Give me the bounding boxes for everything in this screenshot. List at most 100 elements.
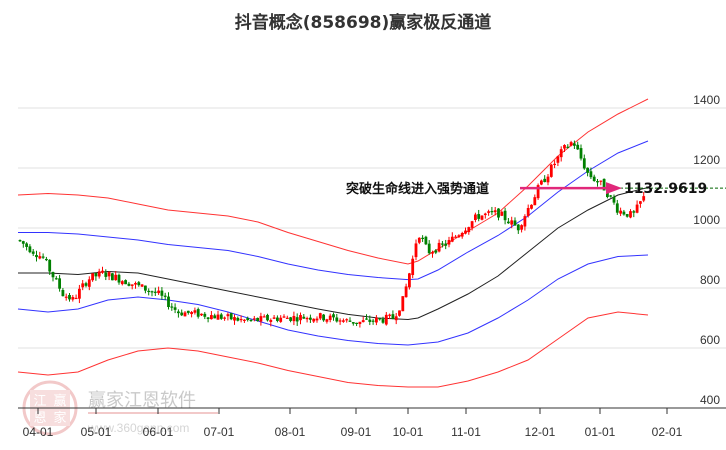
candle [619, 210, 622, 214]
candle [177, 311, 180, 314]
candle [87, 279, 91, 287]
candle [586, 167, 589, 173]
candle [625, 214, 629, 217]
candle [279, 317, 283, 322]
candle [358, 321, 362, 325]
candle [104, 272, 108, 277]
annotation-text: 突破生命线进入强势通道 [346, 181, 489, 197]
candle [269, 319, 273, 322]
seal-char: 江 [33, 394, 46, 409]
middle-line [18, 187, 649, 321]
candle [338, 320, 342, 322]
candle [28, 246, 32, 253]
candle [536, 185, 540, 199]
candle [500, 211, 504, 216]
candle [559, 149, 563, 158]
candle [140, 284, 144, 287]
candle [490, 211, 494, 213]
candle [295, 317, 299, 322]
x-tick-label: 01-01 [585, 425, 616, 439]
watermark-brand: 赢家江恩软件 [88, 389, 196, 411]
candle [635, 204, 639, 213]
candle [305, 317, 309, 320]
candle [523, 216, 527, 227]
candle [450, 236, 454, 242]
candle [612, 196, 616, 203]
candle [543, 178, 547, 183]
candle [533, 197, 537, 206]
x-tick-label: 06-01 [143, 425, 174, 439]
candle [219, 314, 223, 319]
candle [510, 220, 514, 225]
y-tick-label: 400 [700, 393, 720, 407]
candle [507, 221, 510, 224]
candle [474, 214, 477, 220]
candle [414, 243, 418, 258]
candle [196, 309, 200, 317]
candle [71, 297, 75, 300]
candle [173, 307, 177, 310]
candle [134, 282, 137, 285]
candle [437, 242, 441, 252]
candle [431, 252, 434, 254]
candle [642, 196, 646, 201]
candle [378, 318, 382, 320]
candle [361, 320, 365, 323]
candle [216, 314, 220, 320]
candle [272, 317, 276, 319]
candle [520, 225, 523, 230]
candle [210, 315, 213, 320]
candle [97, 271, 101, 277]
candle [384, 314, 388, 325]
candle [107, 272, 111, 277]
candle [622, 211, 626, 215]
candle [226, 314, 230, 317]
candle [64, 296, 68, 298]
candle [94, 273, 98, 277]
candle [493, 210, 497, 213]
seal-char: 家 [53, 410, 66, 426]
candle [124, 280, 127, 285]
candle [223, 317, 226, 319]
candle [186, 310, 190, 313]
candle [464, 230, 467, 234]
candle [427, 243, 431, 254]
candle [328, 315, 332, 320]
candle [150, 291, 154, 293]
candle [144, 285, 147, 291]
x-tick-label: 08-01 [275, 425, 306, 439]
candle [193, 310, 197, 313]
candle [355, 322, 358, 325]
candle [546, 176, 550, 183]
x-tick-label: 05-01 [81, 425, 112, 439]
candle [632, 211, 636, 213]
x-tick-label: 07-01 [204, 425, 235, 439]
candle [609, 195, 613, 197]
candle [285, 317, 289, 319]
candle [229, 313, 233, 320]
candle [203, 313, 207, 317]
candle [51, 272, 55, 278]
candle [470, 221, 474, 228]
candle [388, 314, 391, 316]
candle [513, 220, 517, 226]
candle [497, 208, 500, 218]
candle [78, 288, 81, 299]
candlesticks [18, 140, 646, 328]
candle [200, 313, 203, 316]
candle [236, 317, 240, 321]
candle [282, 316, 286, 318]
x-tick-label: 10-01 [393, 425, 424, 439]
candle [68, 295, 71, 300]
candle [444, 243, 448, 246]
candle [127, 283, 131, 286]
candle [457, 235, 461, 238]
arrow-head-icon [606, 182, 622, 195]
candle [25, 243, 28, 247]
candle [629, 211, 632, 218]
candle [368, 319, 372, 322]
candle [160, 290, 164, 296]
grid-lines [18, 107, 726, 349]
candle [157, 290, 160, 294]
annotation: 突破生命线进入强势通道 1132.9619 [346, 181, 726, 197]
